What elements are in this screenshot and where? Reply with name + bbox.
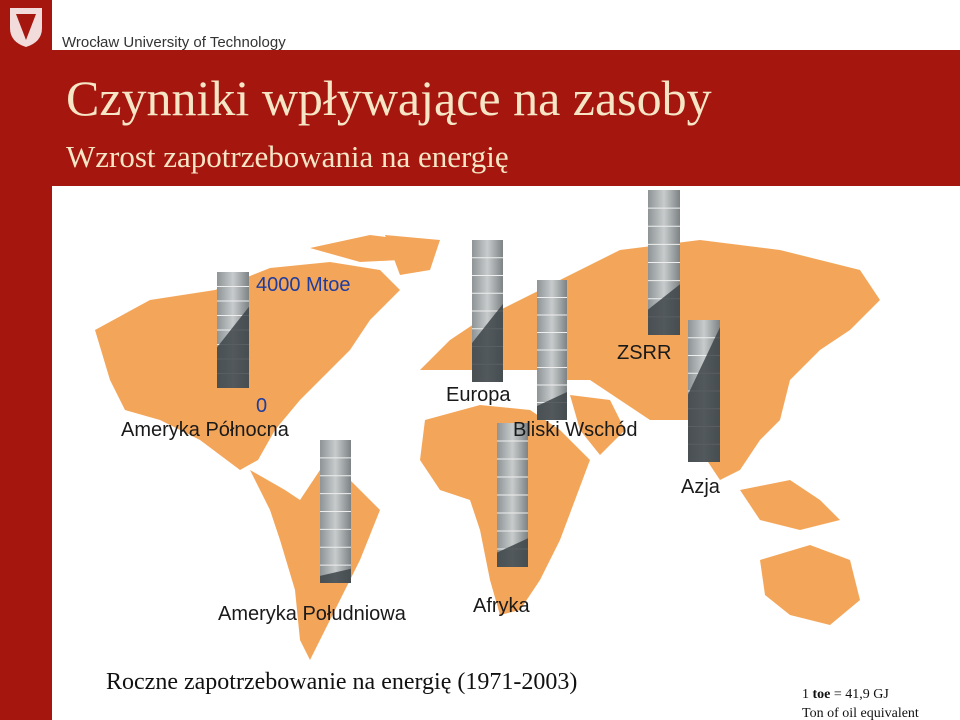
- note: 1 toe = 41,9 GJ: [802, 687, 889, 702]
- note-definition: Ton of oil equivalent: [802, 706, 919, 720]
- region-label: Ameryka Południowa: [218, 603, 407, 625]
- column-fill: [648, 284, 680, 335]
- region-label: Bliski Wschód: [513, 419, 637, 441]
- region-label: Ameryka Północna: [121, 419, 290, 441]
- scale-top: 4000 Mtoe: [256, 274, 351, 296]
- slide-title: Czynniki wpływające na zasoby: [66, 70, 712, 126]
- column-fill: [688, 327, 720, 462]
- side-bar: [0, 0, 52, 720]
- note-unit: toe: [813, 687, 831, 702]
- region-label: Afryka: [473, 595, 531, 617]
- region-label: ZSRR: [617, 342, 671, 364]
- column-fill: [497, 538, 528, 567]
- slide-subtitle: Wzrost zapotrzebowania na energię: [66, 139, 509, 174]
- column-fill: [320, 568, 351, 583]
- labels: 4000 Mtoe 0 Ameryka Północna Europa Blis…: [121, 274, 721, 625]
- title-band: [52, 50, 960, 186]
- logo-eagle: [16, 14, 36, 40]
- column-fill: [217, 306, 249, 388]
- caption: Roczne zapotrzebowanie na energię (1971-…: [106, 669, 577, 695]
- institution: Wrocław University of Technology: [62, 34, 286, 51]
- mini-charts: [217, 190, 720, 583]
- note-prefix: 1: [802, 687, 809, 702]
- scale-bottom: 0: [256, 395, 267, 417]
- note-rest: = 41,9 GJ: [834, 687, 890, 702]
- column-fill: [537, 392, 567, 420]
- region-label: Europa: [446, 384, 511, 406]
- column-fill: [472, 303, 503, 382]
- region-label: Azja: [681, 476, 721, 498]
